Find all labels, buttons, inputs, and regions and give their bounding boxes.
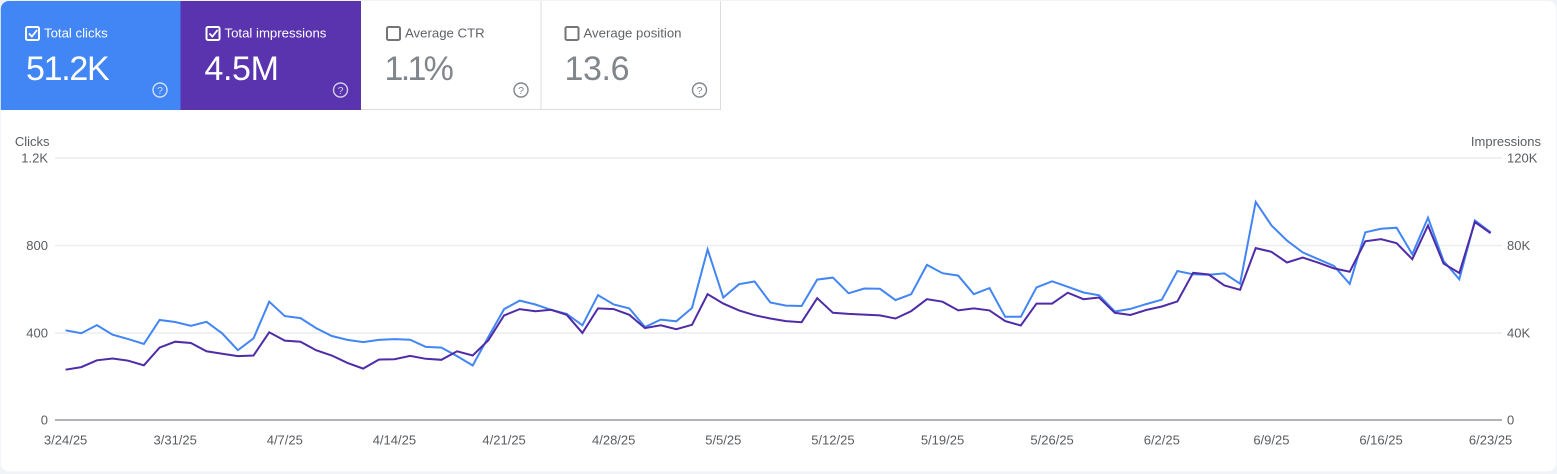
svg-text:80K: 80K (1507, 238, 1530, 253)
svg-text:0: 0 (41, 413, 48, 428)
svg-text:5/5/25: 5/5/25 (705, 433, 741, 448)
svg-text:1.1%: 1.1% (385, 50, 454, 88)
svg-text:?: ? (338, 85, 344, 97)
svg-text:5/26/25: 5/26/25 (1030, 433, 1073, 448)
svg-text:5/19/25: 5/19/25 (921, 433, 964, 448)
svg-text:Clicks: Clicks (15, 134, 50, 149)
svg-text:Total impressions: Total impressions (225, 26, 327, 41)
svg-text:6/23/25: 6/23/25 (1469, 433, 1512, 448)
svg-text:13.6: 13.6 (565, 50, 630, 88)
svg-text:4/28/25: 4/28/25 (592, 433, 635, 448)
svg-text:120K: 120K (1507, 151, 1538, 166)
svg-text:?: ? (518, 85, 524, 97)
svg-text:0: 0 (1507, 413, 1514, 428)
svg-text:4/7/25: 4/7/25 (267, 433, 303, 448)
svg-text:3/31/25: 3/31/25 (154, 433, 197, 448)
svg-text:Total clicks: Total clicks (44, 26, 108, 41)
svg-text:800: 800 (26, 238, 48, 253)
svg-text:Average CTR: Average CTR (405, 26, 485, 41)
svg-text:4.5M: 4.5M (205, 50, 279, 88)
svg-text:3/24/25: 3/24/25 (44, 433, 87, 448)
svg-text:?: ? (157, 85, 163, 97)
svg-text:6/9/25: 6/9/25 (1253, 433, 1289, 448)
svg-text:51.2K: 51.2K (26, 50, 110, 88)
svg-text:4/21/25: 4/21/25 (482, 433, 525, 448)
svg-text:40K: 40K (1507, 326, 1530, 341)
svg-text:1.2K: 1.2K (21, 151, 48, 166)
svg-text:6/16/25: 6/16/25 (1359, 433, 1402, 448)
svg-text:6/2/25: 6/2/25 (1144, 433, 1180, 448)
svg-text:Average position: Average position (584, 26, 682, 41)
svg-text:?: ? (697, 85, 703, 97)
svg-text:400: 400 (26, 326, 48, 341)
svg-text:4/14/25: 4/14/25 (373, 433, 416, 448)
svg-text:5/12/25: 5/12/25 (811, 433, 854, 448)
svg-text:Impressions: Impressions (1471, 134, 1542, 149)
